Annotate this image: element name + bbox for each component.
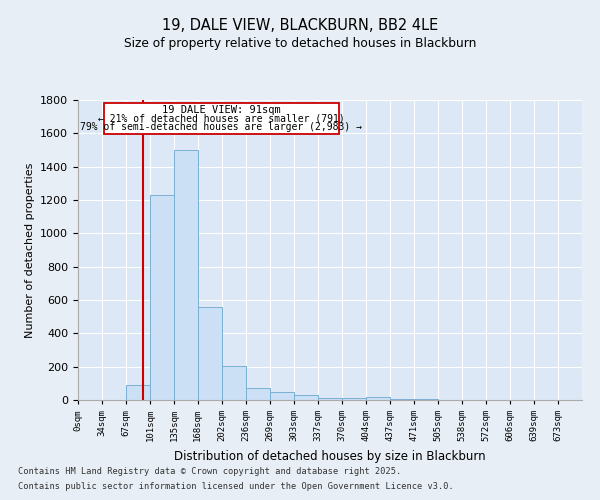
- Text: Contains public sector information licensed under the Open Government Licence v3: Contains public sector information licen…: [18, 482, 454, 491]
- Bar: [150, 195, 174, 400]
- Text: 19, DALE VIEW, BLACKBURN, BB2 4LE: 19, DALE VIEW, BLACKBURN, BB2 4LE: [162, 18, 438, 32]
- Bar: [389, 399, 414, 400]
- Text: Contains HM Land Registry data © Crown copyright and database right 2025.: Contains HM Land Registry data © Crown c…: [18, 467, 401, 476]
- Text: Size of property relative to detached houses in Blackburn: Size of property relative to detached ho…: [124, 38, 476, 51]
- Bar: [246, 388, 270, 400]
- Text: 79% of semi-detached houses are larger (2,983) →: 79% of semi-detached houses are larger (…: [80, 122, 362, 132]
- Bar: [198, 306, 222, 400]
- Bar: [366, 396, 389, 400]
- Bar: [270, 392, 294, 400]
- Bar: [174, 150, 198, 400]
- Bar: [294, 395, 318, 400]
- X-axis label: Distribution of detached houses by size in Blackburn: Distribution of detached houses by size …: [174, 450, 486, 462]
- Bar: [318, 398, 342, 400]
- Bar: [414, 399, 438, 400]
- Bar: [222, 366, 246, 400]
- Bar: [104, 104, 339, 134]
- Bar: [342, 398, 366, 400]
- Y-axis label: Number of detached properties: Number of detached properties: [25, 162, 35, 338]
- Text: ← 21% of detached houses are smaller (791): ← 21% of detached houses are smaller (79…: [98, 114, 344, 124]
- Bar: [126, 385, 150, 400]
- Text: 19 DALE VIEW: 91sqm: 19 DALE VIEW: 91sqm: [162, 105, 281, 115]
